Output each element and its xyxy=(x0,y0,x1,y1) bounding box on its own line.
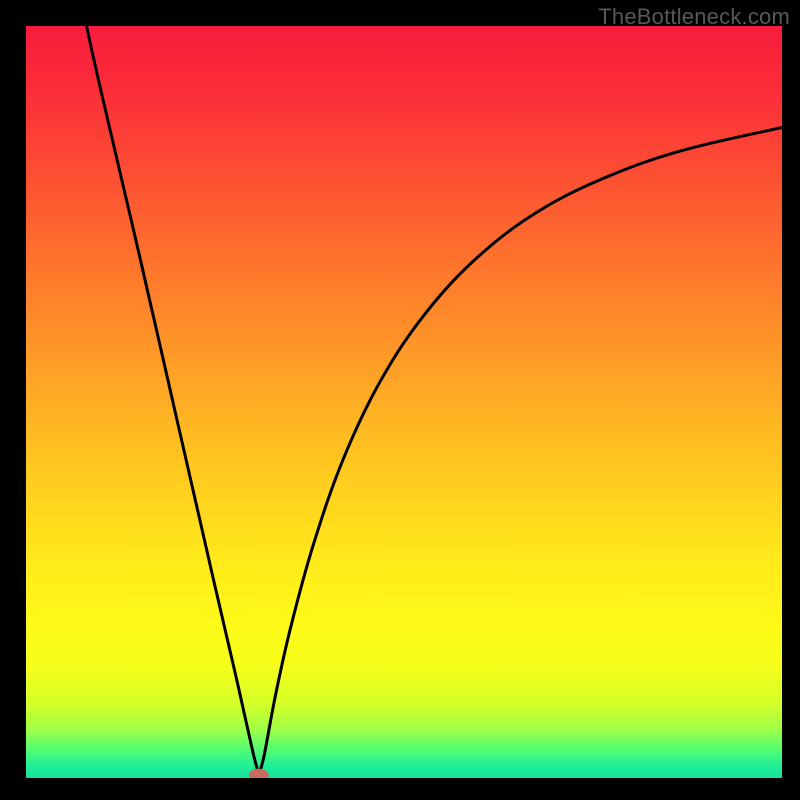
frame-bottom xyxy=(0,778,800,800)
gradient-background xyxy=(26,26,782,778)
chart-container: TheBottleneck.com xyxy=(0,0,800,800)
frame-right xyxy=(782,0,800,800)
frame-left xyxy=(0,0,26,800)
watermark-text: TheBottleneck.com xyxy=(598,4,790,30)
bottleneck-chart xyxy=(0,0,800,800)
